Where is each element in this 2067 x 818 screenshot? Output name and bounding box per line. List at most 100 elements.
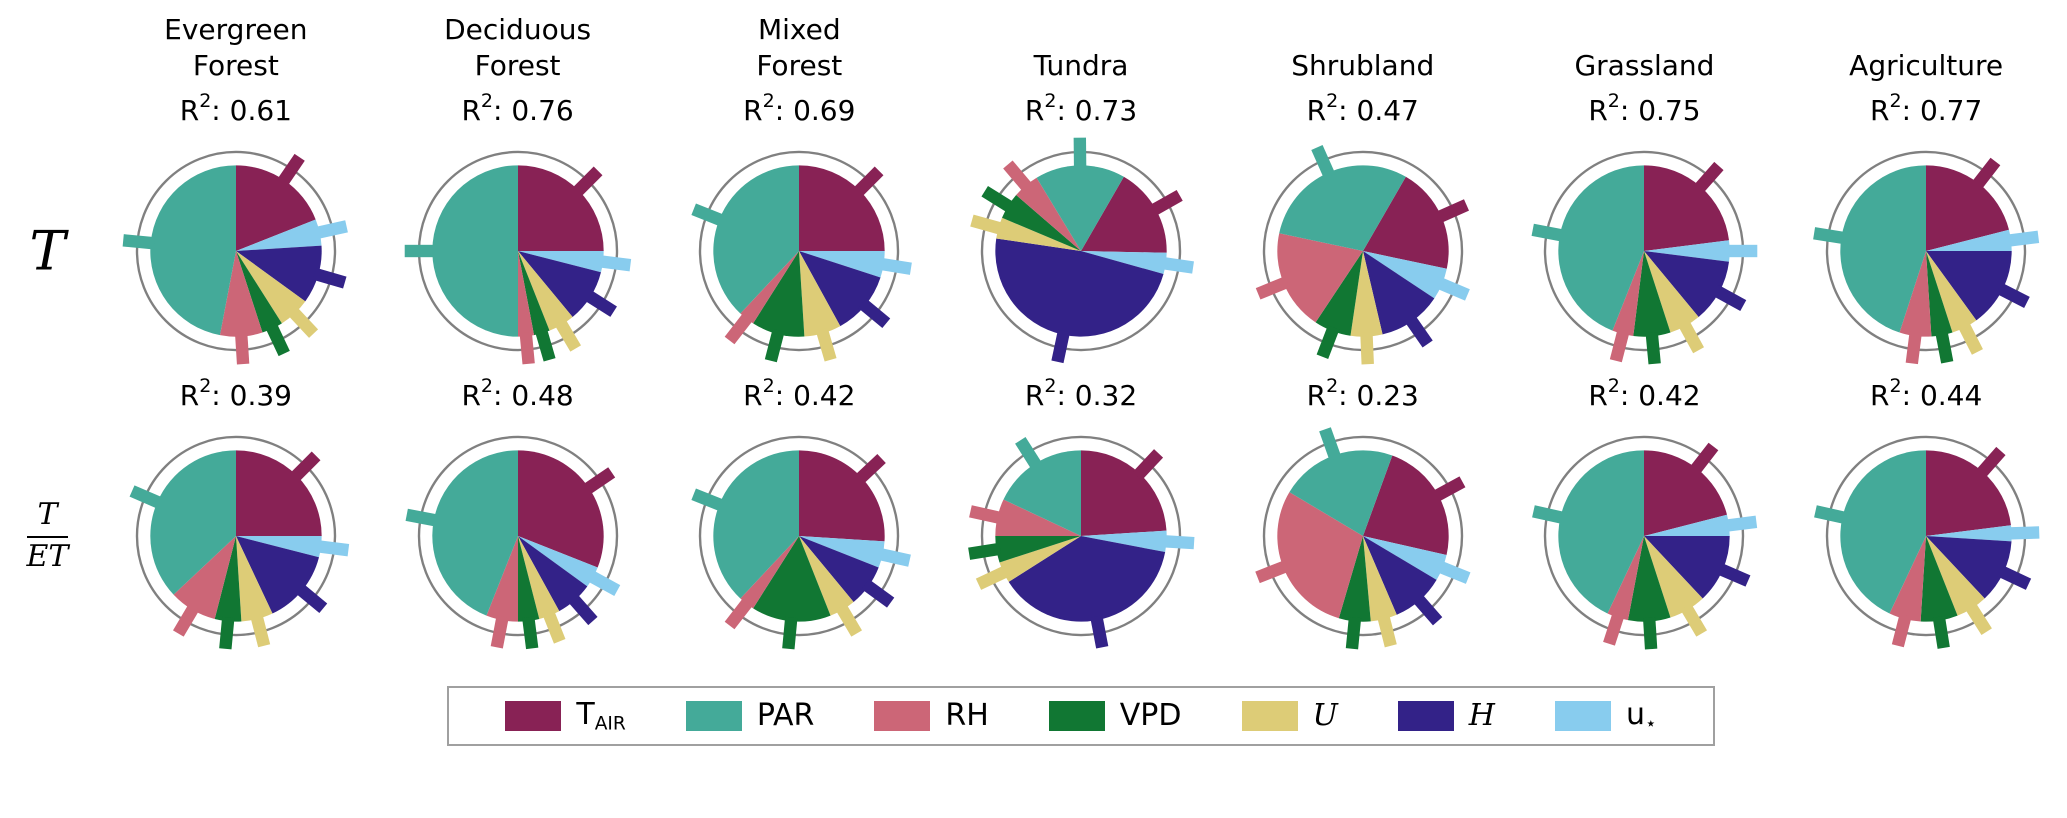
slice-tick-u xyxy=(1678,319,1705,354)
legend-label-subscript: AIR xyxy=(594,713,626,735)
column-header-text: Agriculture xyxy=(1849,49,2004,83)
slice-tick-par xyxy=(691,203,726,227)
r2-value: : 0.48 xyxy=(493,378,574,412)
pie-slice-rh xyxy=(740,251,800,324)
pie-slice-u xyxy=(1644,251,1700,333)
pie-chart-t-evergreen-forest xyxy=(122,150,348,365)
pie-chart-t-tundra xyxy=(970,137,1194,364)
r2-prefix: R xyxy=(461,378,481,412)
r2-superscript: 2 xyxy=(1607,375,1620,398)
pie-slice-rh xyxy=(1607,536,1645,621)
legend-label-h: H xyxy=(1469,698,1495,733)
pie-slice-rh xyxy=(173,536,236,619)
pie-slice-rh xyxy=(740,536,800,609)
slice-tick-t-air xyxy=(1431,476,1466,503)
pie-slice-t-air xyxy=(799,450,885,542)
slice-tick-h xyxy=(1713,285,1747,311)
slice-tick-par xyxy=(691,488,726,512)
slice-tick-vpd xyxy=(765,328,785,363)
legend-label-vpd: VPD xyxy=(1120,698,1182,733)
pie-slice-u xyxy=(1362,536,1397,622)
pie-slice-u xyxy=(1362,536,1447,580)
legend-swatch-t-air xyxy=(505,700,562,731)
pie-slice-par xyxy=(1278,165,1406,251)
pie-slice-vpd xyxy=(753,251,805,337)
fraction-numerator: T xyxy=(26,497,69,538)
slice-tick-u xyxy=(314,220,348,240)
pie-slice-vpd xyxy=(1315,251,1363,336)
pie-slice-t-air xyxy=(1644,165,1730,251)
slice-tick-rh xyxy=(1254,560,1289,584)
legend-label-text: PAR xyxy=(756,698,815,734)
pie-slice-t-air xyxy=(1926,165,2010,251)
slice-tick-t-air xyxy=(1132,449,1164,481)
slice-tick-par xyxy=(1532,223,1566,242)
slice-tick-t-air xyxy=(1149,189,1183,217)
pie-slice-par xyxy=(1003,450,1082,536)
slice-tick-par xyxy=(1311,144,1336,179)
pie-slice-u xyxy=(1926,229,2012,251)
r2-value: : 0.76 xyxy=(493,93,574,127)
r2-prefix: R xyxy=(461,93,481,127)
slice-tick-rh xyxy=(1892,613,1912,648)
slice-tick-t-air xyxy=(571,166,603,198)
pie-slice-vpd xyxy=(1002,195,1082,251)
outer-ring xyxy=(1262,435,1463,637)
pie-slice-rh xyxy=(486,536,518,622)
row-label-t: T xyxy=(29,219,66,283)
pie-slice-par xyxy=(713,165,800,314)
slice-tick-h xyxy=(583,289,617,317)
slice-tick-u xyxy=(586,570,620,596)
pie-slice-t-air xyxy=(1081,176,1167,253)
slice-tick-u xyxy=(877,547,912,567)
pie-slice-par xyxy=(1289,450,1393,536)
pie-slice-h xyxy=(995,238,1164,337)
slice-tick-vpd xyxy=(521,616,538,650)
slice-tick-h xyxy=(1090,615,1109,649)
slice-tick-h xyxy=(858,298,891,328)
slice-tick-vpd xyxy=(968,542,1002,560)
slice-tick-u xyxy=(1162,534,1195,550)
pie-slice-par xyxy=(713,450,800,599)
pie-slice-u xyxy=(1081,251,1167,275)
pie-slice-u xyxy=(235,219,322,251)
pie-chart-t-et-evergreen-forest xyxy=(129,435,350,650)
pie-slice-h xyxy=(799,536,879,603)
pie-slice-rh xyxy=(1899,251,1932,337)
column-header-deciduous-forest: Deciduous Forest xyxy=(377,12,659,88)
pie-slice-u xyxy=(1362,251,1447,299)
r2-superscript: 2 xyxy=(762,375,775,398)
slice-tick-rh xyxy=(1003,160,1033,193)
pie-slice-rh xyxy=(1016,177,1082,251)
slice-tick-rh xyxy=(1905,331,1923,365)
pie-slice-h xyxy=(1926,251,2012,321)
r2-superscript: 2 xyxy=(1326,90,1339,113)
legend-label-u: U xyxy=(1313,698,1338,733)
pie-slice-u xyxy=(996,217,1082,251)
legend-label-u-star: u⋆ xyxy=(1626,697,1657,735)
fraction-denominator: ET xyxy=(26,538,69,574)
slice-tick-rh xyxy=(490,615,509,649)
slice-tick-h xyxy=(1717,562,1751,587)
pie-slice-t-air xyxy=(1362,176,1449,269)
slice-tick-rh xyxy=(234,332,250,365)
slice-tick-par xyxy=(405,508,439,527)
r2-prefix: R xyxy=(1024,93,1045,127)
pie-slice-par xyxy=(431,165,518,337)
legend-label-text: U xyxy=(1312,698,1338,734)
column-header-text: Forest xyxy=(474,49,561,83)
outer-ring xyxy=(699,435,900,637)
pie-slice-u xyxy=(1350,251,1383,337)
